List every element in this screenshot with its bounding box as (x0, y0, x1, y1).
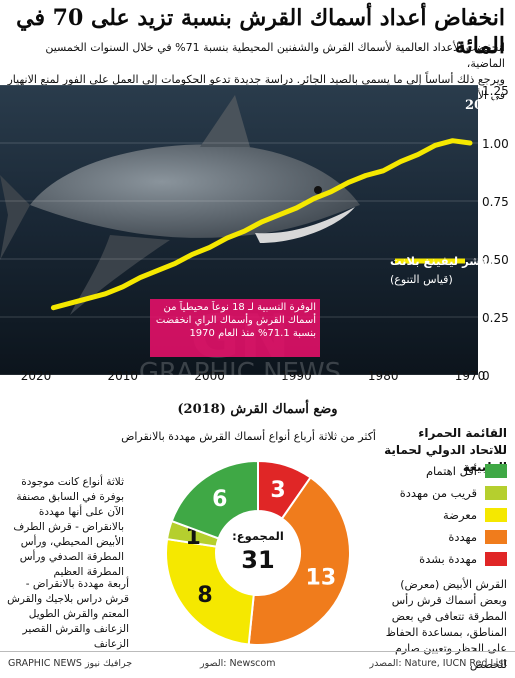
series-point (278, 214, 280, 216)
x-axis-ticks: 1970 1980 1990 2000 2010 2020 (21, 369, 486, 383)
y-tick-label: 0.25 (482, 311, 509, 325)
x-tick-label: 2010 (108, 369, 139, 383)
chart-title: أعداد أسماك القرش في تدهور، 1970 - 2018 (465, 96, 515, 113)
series-point (226, 237, 228, 239)
legend-series-sublabel: (قياس التنوع) (390, 273, 453, 286)
threatened-note: ثلاثة أنواع كانت موجودة بوفرة في السابق … (13, 476, 124, 578)
series-point (382, 170, 384, 172)
series-point (313, 198, 315, 200)
recovery-note: القرش الأبيض (معرض) وبعض أسماك قرش رأس ا… (385, 578, 507, 671)
line-chart: 0 0.25 0.50 0.75 1.00 1.25 1970 1980 1990 2000 20… (0, 85, 515, 385)
series-point (330, 191, 332, 193)
donut-value-label: 13 (306, 565, 337, 590)
donut-title: أكثر من ثلاثة أرباع أنواع أسماك القرش مه… (121, 430, 376, 443)
legend-swatch (485, 530, 507, 544)
series-point (417, 154, 419, 156)
legend-swatch (485, 464, 507, 478)
legend-label: أقل اهتمام (425, 464, 477, 478)
series-point (209, 246, 211, 248)
series-point (52, 307, 54, 309)
source-credit: المصدر: Nature, IUCN Red List (369, 658, 507, 669)
legend-item-vulnerable: معرضة (377, 504, 507, 526)
series-point (434, 144, 436, 146)
annotation-box: الوفرة النسبية لـ 18 نوعاً محيطياً من أس… (150, 299, 320, 357)
legend-swatch (485, 486, 507, 500)
donut-value-label: 8 (197, 583, 212, 608)
intro-line-1: انخفضت الأعداد العالمية لأسماك القرش وال… (45, 41, 505, 70)
legend-label: قريب من مهددة (399, 486, 477, 500)
x-tick-label: 1990 (281, 369, 312, 383)
y-tick-label: 0.75 (482, 195, 509, 209)
x-tick-label: 2020 (21, 369, 52, 383)
legend-label: مهددة بشدة (419, 552, 477, 566)
series-point (104, 293, 106, 295)
chart-svg: 0 0.25 0.50 0.75 1.00 1.25 1970 1980 1990 2000 20… (0, 85, 515, 385)
series-point (70, 302, 72, 304)
legend-item-near-threatened: قريب من مهددة (377, 482, 507, 504)
series-point (365, 174, 367, 176)
page-title: انخفاض أعداد أسماك القرش بنسبة تزيد على … (16, 5, 505, 59)
annotation-text: الوفرة النسبية لـ 18 نوعاً محيطياً من أس… (155, 302, 316, 339)
series-point (243, 230, 245, 232)
series-point (122, 286, 124, 288)
donut-total-label: المجموع: (232, 529, 284, 544)
x-tick-label: 1980 (368, 369, 399, 383)
legend-swatch (485, 508, 507, 522)
donut-total-value: 31 (241, 546, 274, 574)
status-title: وضع أسماك القرش (2018) (177, 402, 338, 417)
donut-value-label: 6 (212, 487, 227, 512)
donut-hole (216, 511, 300, 595)
donut-segment (170, 459, 259, 540)
endangered-note: أربعة مهددة بالانقراض - قرش دراس بلاجيك … (7, 578, 129, 650)
photo-credit: الصور: Newscom (200, 658, 276, 669)
footer: المصدر: Nature, IUCN Red List الصور: New… (0, 651, 515, 678)
y-tick-label: 1.25 (482, 85, 509, 98)
legend-series-name: مؤشر ليفينغ بلانت (390, 254, 495, 269)
series-point (139, 277, 141, 279)
series-point (469, 142, 471, 144)
series-point (157, 270, 159, 272)
y-axis-ticks: 0 0.25 0.50 0.75 1.00 1.25 (482, 85, 509, 383)
watermark-text: GRAPHIC NEWS (139, 358, 341, 385)
x-tick-label: 1970 (455, 369, 486, 383)
series-points (52, 140, 471, 309)
legend-label: معرضة (443, 508, 477, 522)
redlist-legend: أقل اهتمام قريب من مهددة معرضة مهددة مهد… (377, 460, 507, 570)
series-point (87, 297, 89, 299)
brand-credit: GRAPHIC NEWS جرافيك نيوز (8, 658, 133, 669)
series-point (295, 207, 297, 209)
series-point (400, 161, 402, 163)
series-point (174, 263, 176, 265)
series-point (261, 221, 263, 223)
y-tick-label: 0.50 (482, 253, 509, 267)
x-tick-label: 2000 (194, 369, 225, 383)
legend-item-least-concern: أقل اهتمام (377, 460, 507, 482)
series-point (347, 181, 349, 183)
donut-value-label: 3 (270, 478, 285, 503)
legend-item-critically-endangered: مهددة بشدة (377, 548, 507, 570)
intro-text: انخفضت الأعداد العالمية لأسماك القرش وال… (6, 40, 505, 104)
series-point (452, 140, 454, 142)
y-tick-label: 1.00 (482, 137, 509, 151)
legend-swatch (485, 552, 507, 566)
y-tick-label: 0 (482, 369, 490, 383)
legend-item-endangered: مهددة (377, 526, 507, 548)
legend-label: مهددة (448, 530, 477, 544)
series-point (191, 253, 193, 255)
